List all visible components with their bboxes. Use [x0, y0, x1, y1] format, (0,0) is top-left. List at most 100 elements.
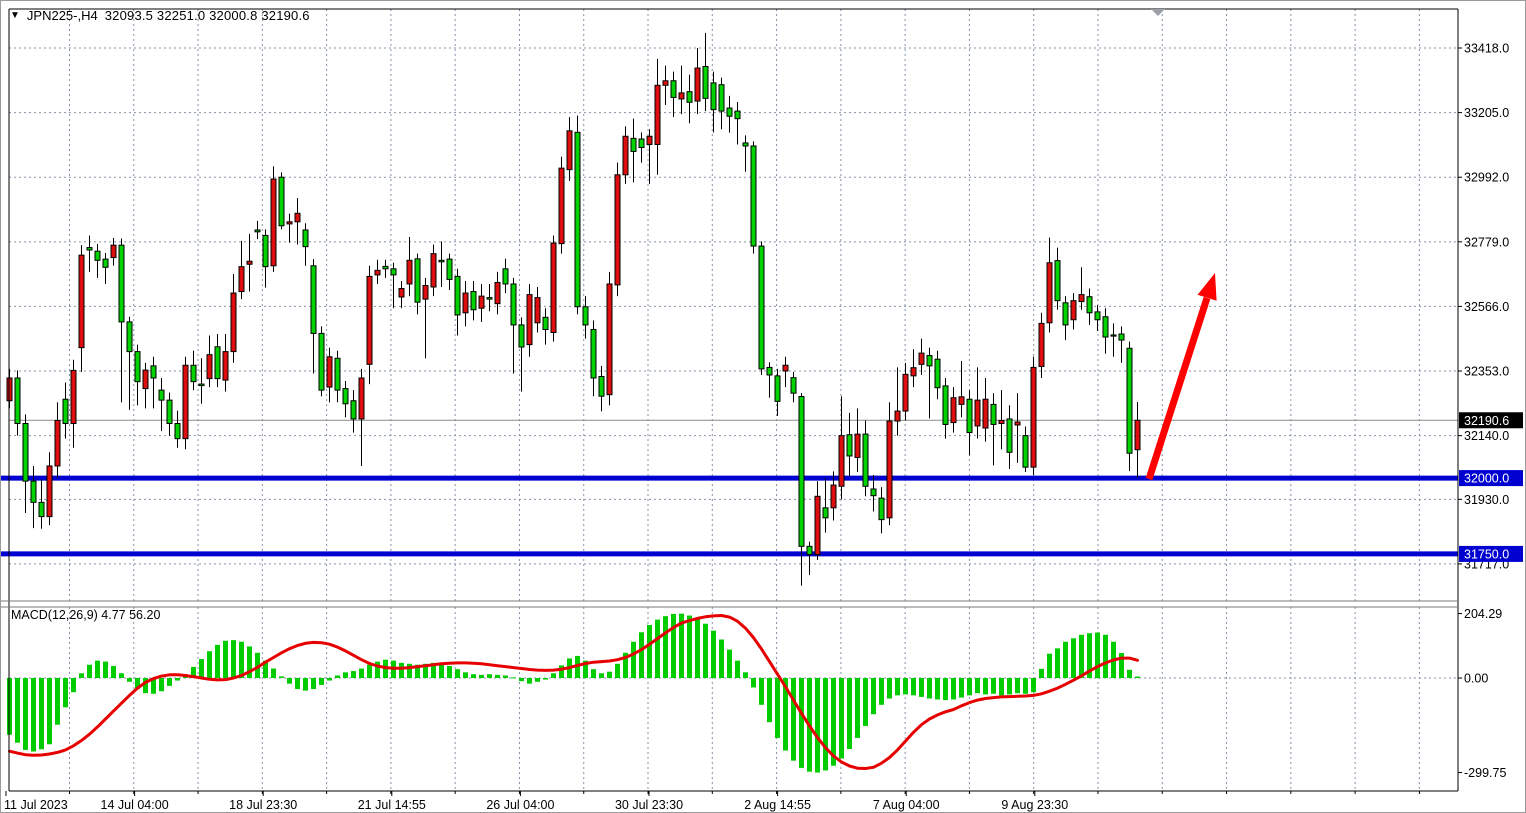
candlestick — [406, 259, 413, 285]
macd-bar — [527, 678, 532, 684]
candlestick — [54, 419, 61, 467]
macd-bar — [87, 664, 92, 678]
candlestick — [486, 297, 493, 300]
candlestick — [1054, 260, 1061, 302]
candlestick — [918, 352, 925, 365]
macd-bar — [615, 663, 620, 678]
macd-axis-label: 204.29 — [1464, 607, 1502, 621]
candlestick — [1094, 311, 1101, 321]
candlestick — [1086, 296, 1093, 314]
candlestick — [614, 174, 621, 286]
macd-bar — [863, 678, 868, 726]
macd-bar — [679, 613, 684, 678]
macd-bar — [95, 660, 100, 678]
macd-bar — [607, 671, 612, 678]
macd-bar — [1031, 678, 1036, 693]
macd-bar — [327, 678, 332, 681]
macd-bar — [247, 646, 252, 678]
macd-bar — [375, 661, 380, 678]
candlestick — [390, 268, 397, 276]
quote-ohlc-values: 32093.5 32251.0 32000.8 32190.6 — [104, 8, 310, 23]
macd-bar — [423, 663, 428, 678]
candlestick — [1062, 302, 1069, 326]
macd-bar — [1135, 676, 1140, 678]
macd-bar — [775, 678, 780, 738]
support-price-badge-text: 32000.0 — [1464, 472, 1509, 486]
candlestick — [438, 259, 445, 263]
candlestick — [630, 137, 637, 152]
macd-bar — [167, 678, 172, 686]
macd-bar — [783, 678, 788, 751]
macd-bar — [159, 678, 164, 692]
candlestick — [150, 365, 157, 379]
candlestick — [622, 135, 629, 176]
macd-bar — [687, 615, 692, 678]
macd-bar — [1071, 638, 1076, 678]
candlestick — [638, 138, 645, 148]
candlestick — [1126, 347, 1133, 454]
candlestick — [1078, 294, 1085, 303]
candlestick — [1022, 435, 1029, 468]
candlestick — [982, 398, 989, 429]
candlestick — [862, 433, 869, 487]
macd-bar — [871, 678, 876, 715]
candlestick — [582, 306, 589, 326]
candlestick — [606, 283, 613, 396]
macd-bar — [535, 678, 540, 682]
macd-bar — [1095, 632, 1100, 678]
candlestick — [22, 422, 29, 482]
macd-bar — [663, 616, 668, 678]
macd-bar — [111, 666, 116, 678]
macd-bar — [287, 678, 292, 684]
macd-bar — [135, 678, 140, 690]
candlestick — [670, 80, 677, 98]
candlestick — [174, 422, 181, 440]
macd-bar — [255, 652, 260, 678]
macd-bar — [1015, 678, 1020, 694]
time-axis-label: 2 Aug 14:55 — [744, 798, 811, 812]
macd-bar — [343, 672, 348, 678]
macd-bar — [1047, 653, 1052, 678]
time-axis-label: 18 Jul 23:30 — [229, 798, 297, 812]
macd-bar — [591, 669, 596, 678]
macd-bar — [223, 640, 228, 678]
macd-bar — [127, 678, 132, 682]
macd-bar — [639, 632, 644, 678]
candlestick — [462, 292, 469, 314]
candlestick — [710, 82, 717, 111]
candlestick — [886, 420, 893, 519]
candlestick — [526, 294, 533, 346]
macd-bar — [431, 662, 436, 678]
candlestick — [854, 433, 861, 458]
candlestick — [910, 367, 917, 377]
macd-bar — [767, 678, 772, 723]
candlestick — [870, 488, 877, 497]
macd-bar — [71, 678, 76, 693]
buy-direction-arrow[interactable] — [1145, 296, 1211, 481]
macd-bar — [719, 639, 724, 678]
candlestick — [718, 84, 725, 112]
macd-bar — [279, 676, 284, 678]
macd-bar — [1087, 633, 1092, 678]
candlestick — [542, 316, 549, 330]
candlestick — [454, 275, 461, 316]
candlestick — [934, 358, 941, 389]
candlestick — [798, 395, 805, 547]
time-axis-label: 14 Jul 04:00 — [101, 798, 169, 812]
macd-bar — [999, 678, 1004, 696]
macd-bar — [695, 618, 700, 678]
candlestick — [510, 283, 517, 326]
macd-bar — [15, 678, 20, 743]
candlestick — [822, 507, 829, 519]
candlestick — [734, 110, 741, 120]
macd-axis-label: -299.75 — [1464, 766, 1506, 780]
candlestick — [942, 385, 949, 425]
chart-shift-marker-icon[interactable] — [1151, 9, 1165, 16]
macd-bar — [903, 678, 908, 695]
candlestick — [838, 435, 845, 487]
macd-bar — [63, 678, 68, 708]
macd-bar — [655, 619, 660, 678]
candlestick — [1006, 418, 1013, 453]
candlestick — [46, 465, 53, 518]
